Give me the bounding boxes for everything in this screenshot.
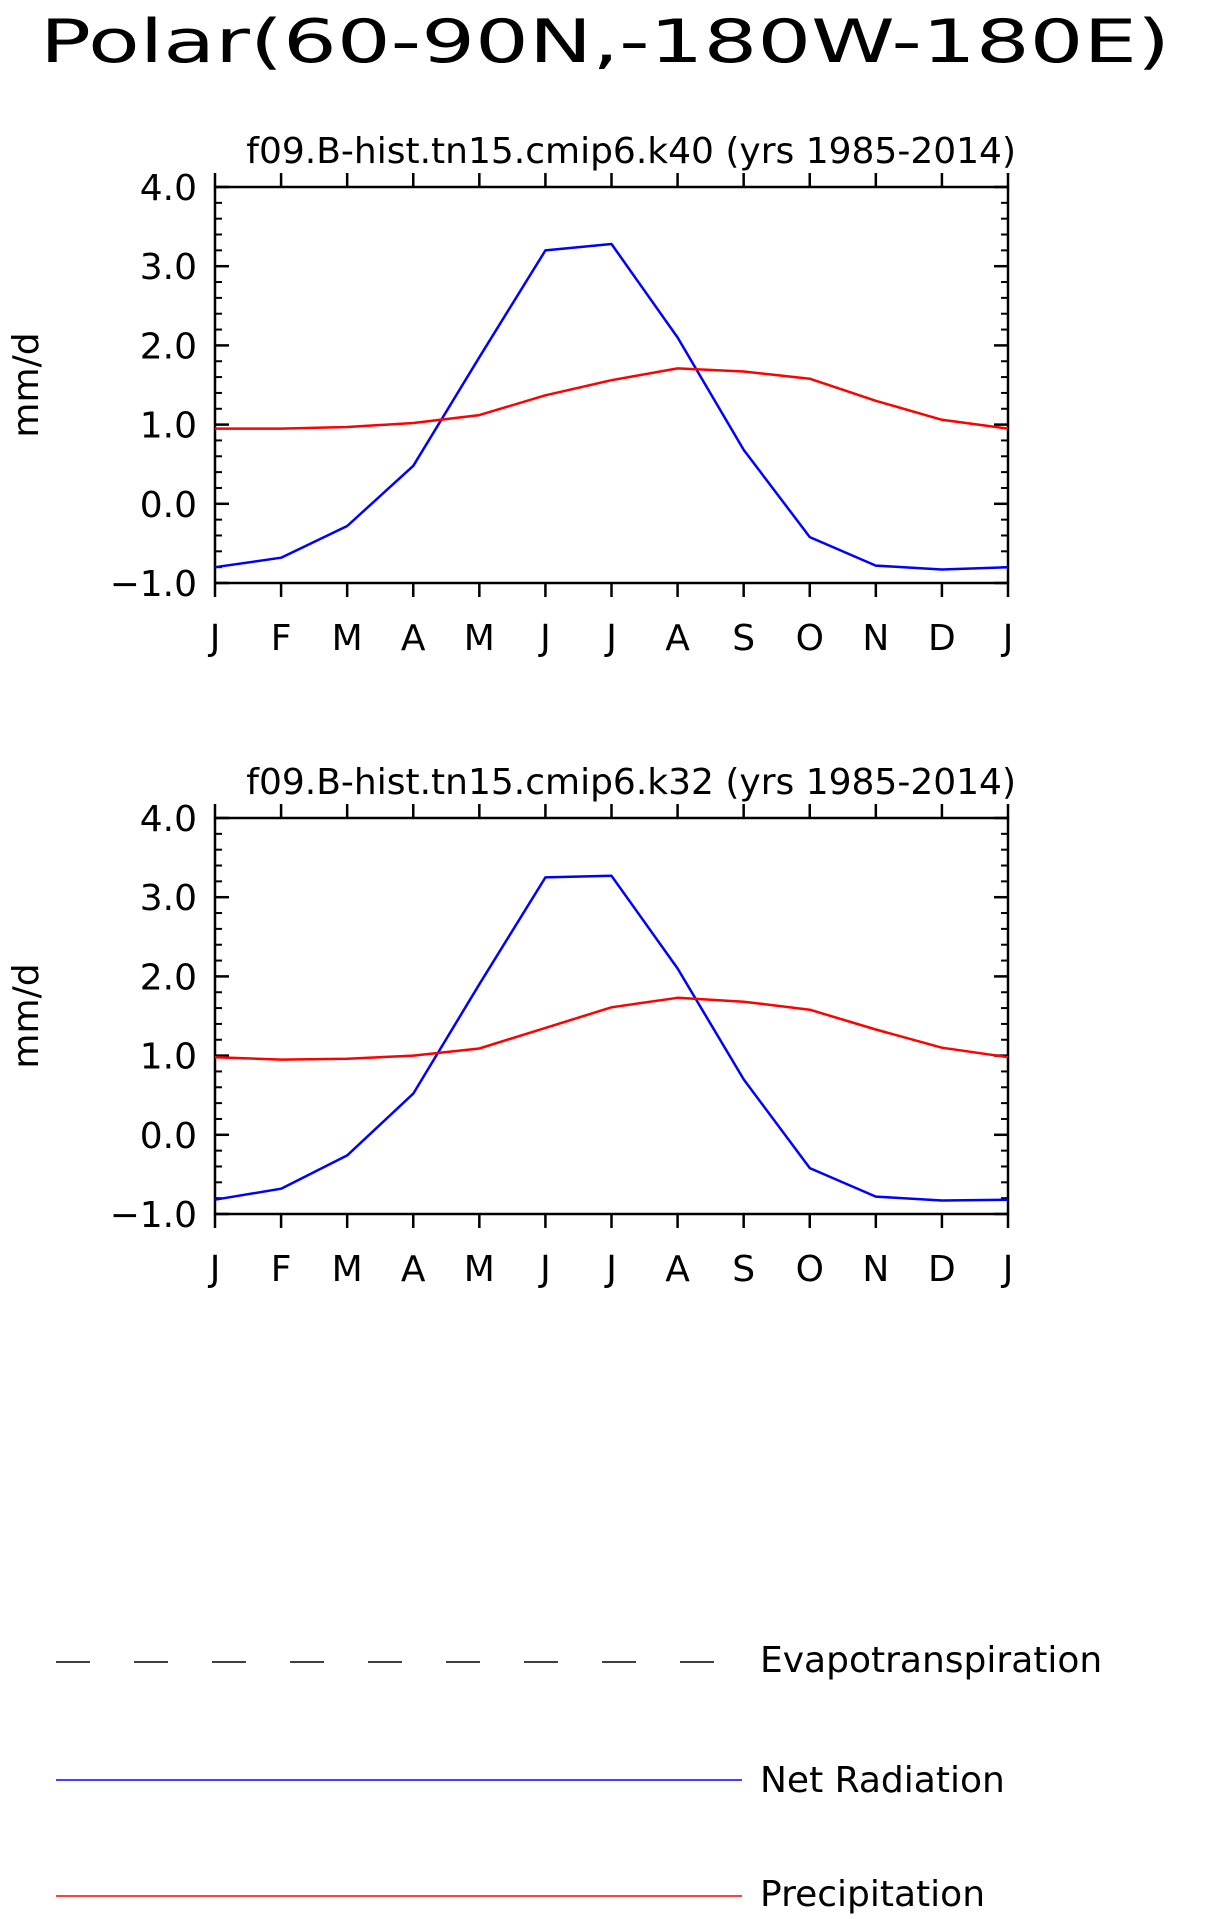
figure-title: Polar(60-90N,-180W-180E) [40,7,1170,77]
x-tick-label: N [862,618,889,659]
x-tick-label: M [332,1249,363,1290]
x-tick-label: J [208,1249,221,1290]
x-tick-label: M [332,618,363,659]
x-tick-label: S [732,618,755,659]
y-tick-label: 2.0 [140,326,197,367]
y-tick-label: −1.0 [110,1195,197,1236]
plot-frame [213,185,1010,585]
legend-label-precipitation: Precipitation [760,1874,985,1915]
series-line-net-radiation [214,242,1009,571]
series-line-precipitation [214,996,1009,1061]
y-tick-label: 4.0 [140,799,197,840]
legend: Evapotranspiration Net Radiation Precipi… [56,1640,1102,1915]
series-line-net-radiation [214,874,1009,1202]
x-tick-label: F [271,1249,292,1290]
x-tick-label: J [1001,618,1014,659]
chart-subtitle: f09.B-hist.tn15.cmip6.k40 (yrs 1985-2014… [246,131,1016,172]
y-tick-label: 3.0 [140,247,197,288]
x-tick-label: J [208,618,221,659]
series-line-precipitation [215,367,1009,430]
x-tick-label: A [401,1249,426,1290]
x-tick-label: J [538,618,551,659]
chart-panel-bottom: f09.B-hist.tn15.cmip6.k32 (yrs 1985-2014… [6,762,1016,1290]
x-tick-label: J [1001,1249,1014,1290]
x-tick-label: S [732,1249,755,1290]
y-tick-label: 1.0 [140,1037,197,1078]
y-tick-label: 3.0 [140,878,197,919]
x-tick-label: F [271,618,292,659]
x-tick-label: N [862,1249,889,1290]
x-tick-label: J [538,1249,551,1290]
y-axis-label: mm/d [6,963,47,1068]
x-tick-label: A [665,1249,690,1290]
x-tick-label: D [928,618,956,659]
x-tick-label: M [464,1249,495,1290]
y-tick-label: 1.0 [140,406,197,447]
chart-panel-top: f09.B-hist.tn15.cmip6.k40 (yrs 1985-2014… [6,131,1016,659]
x-tick-label: O [796,618,824,659]
x-tick-label: A [401,618,426,659]
x-tick-label: O [796,1249,824,1290]
x-tick-label: J [604,1249,617,1290]
y-tick-label: 0.0 [140,485,197,526]
y-axis-label: mm/d [6,332,47,437]
y-tick-label: 4.0 [140,168,197,209]
x-tick-label: J [604,618,617,659]
x-tick-label: A [665,618,690,659]
chart-subtitle: f09.B-hist.tn15.cmip6.k32 (yrs 1985-2014… [246,762,1016,803]
y-tick-label: 2.0 [140,957,197,998]
x-tick-label: M [464,618,495,659]
y-tick-label: −1.0 [110,564,197,605]
legend-label-evapotranspiration: Evapotranspiration [760,1640,1102,1681]
y-tick-label: 0.0 [140,1116,197,1157]
x-tick-label: D [928,1249,956,1290]
legend-label-net-radiation: Net Radiation [760,1760,1005,1801]
